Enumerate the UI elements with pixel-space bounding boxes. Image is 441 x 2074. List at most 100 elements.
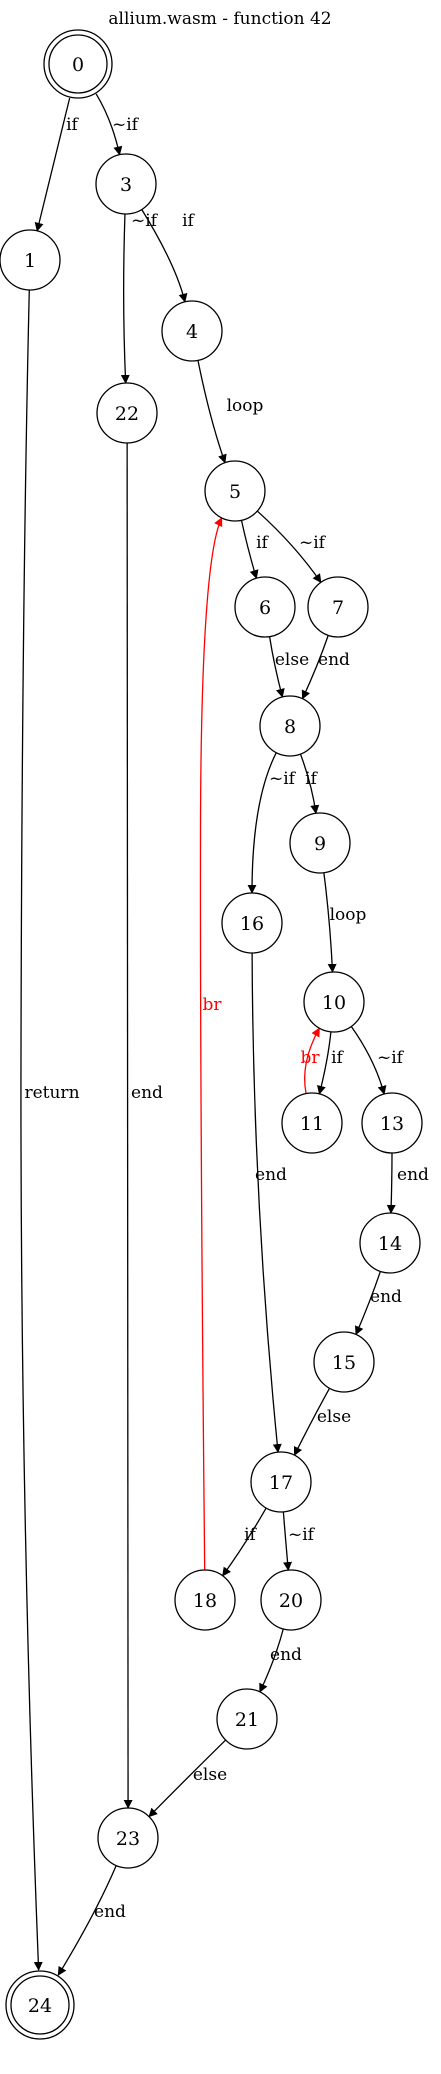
node-circle	[281, 1092, 343, 1154]
edge-4-5: loop	[197, 360, 264, 464]
edge-label: loop	[227, 396, 264, 416]
node-label: 17	[269, 1472, 293, 1494]
node-circle	[359, 1212, 421, 1274]
edge-label: if	[331, 1048, 344, 1068]
edge-10-11: if	[317, 1031, 345, 1095]
edge-line	[199, 517, 223, 1571]
node-circle	[96, 382, 158, 444]
node-circle	[303, 971, 365, 1033]
edge-line	[141, 209, 188, 303]
edge-line	[120, 213, 130, 384]
edge-6-8: else	[268, 636, 309, 698]
edge-7-8: end	[301, 635, 350, 700]
edge-label: return	[24, 1083, 79, 1103]
edge-17-18: if	[222, 1507, 267, 1577]
edge-line	[256, 510, 322, 584]
edge-22-23: end	[123, 442, 163, 1809]
node-14: 14	[359, 1212, 421, 1274]
node-21: 21	[216, 1688, 278, 1750]
edge-label: if	[182, 211, 195, 231]
node-label: 24	[28, 1995, 52, 2017]
edge-line	[301, 635, 329, 700]
node-9: 9	[289, 812, 351, 874]
edge-line	[355, 1271, 381, 1336]
edge-5-6: if	[240, 520, 270, 580]
node-circle	[260, 1569, 322, 1631]
node-circle	[204, 460, 266, 522]
edge-label: if	[305, 769, 318, 789]
node-circle	[221, 892, 283, 954]
node-24: 24	[5, 1970, 75, 2040]
edge-line	[247, 752, 277, 894]
node-7: 7	[307, 576, 369, 638]
edge-10-13: ~if	[350, 1026, 405, 1095]
edge-16-17: end	[251, 952, 287, 1454]
node-label: 13	[380, 1113, 404, 1135]
edge-8-9: if	[299, 753, 320, 815]
edge-label: end	[255, 1165, 287, 1185]
edge-line	[350, 1026, 387, 1095]
node-circle	[0, 229, 61, 291]
graph-title: allium.wasm - function 42	[108, 9, 331, 29]
node-label: 14	[378, 1233, 402, 1255]
edge-label: end	[131, 1083, 163, 1103]
node-label: 11	[300, 1113, 324, 1135]
edge-label: end	[370, 1287, 402, 1307]
node-label: 8	[284, 716, 296, 738]
edge-label: else	[317, 1407, 351, 1427]
edge-label: ~if	[288, 1525, 316, 1545]
node-1: 1	[0, 229, 61, 291]
node-label: 0	[72, 54, 84, 76]
node-15: 15	[313, 1331, 375, 1393]
edge-21-23: else	[148, 1739, 227, 1818]
node-10: 10	[303, 971, 365, 1033]
node-label: 7	[332, 597, 344, 619]
node-label: 16	[240, 913, 264, 935]
edge-label: end	[318, 650, 350, 670]
edge-line	[34, 97, 71, 232]
edge-line	[282, 1511, 293, 1572]
node-label: 10	[322, 992, 346, 1014]
node-label: 23	[116, 1828, 140, 1850]
edge-label: end	[94, 1902, 126, 1922]
node-circle	[313, 1331, 375, 1393]
edge-label: else	[275, 650, 309, 670]
edge-5-7: ~if	[256, 510, 327, 584]
edge-line	[317, 1031, 332, 1095]
edge-label: end	[270, 1645, 302, 1665]
node-11: 11	[281, 1092, 343, 1154]
edge-label: if	[256, 533, 269, 553]
edge-label: br	[202, 995, 222, 1015]
node-circle	[161, 300, 223, 362]
edge-line	[268, 636, 285, 698]
node-label: 20	[279, 1590, 303, 1612]
node-circle	[307, 576, 369, 638]
edge-18-5: br	[199, 517, 223, 1571]
edge-14-15: end	[355, 1271, 402, 1336]
edge-label: if	[66, 115, 79, 135]
edge-9-10: loop	[323, 872, 367, 973]
edge-3-4: if	[141, 209, 196, 303]
edge-line	[299, 753, 320, 815]
edge-line	[386, 1152, 396, 1214]
edge-label: ~if	[299, 533, 327, 553]
edge-label: ~if	[112, 115, 140, 135]
node-circle	[10, 1975, 70, 2035]
node-circle	[95, 153, 157, 215]
edge-label: if	[244, 1525, 257, 1545]
edge-label: br	[300, 1048, 320, 1068]
edge-line	[323, 872, 337, 973]
edge-0-1: if	[34, 97, 80, 232]
edge-line	[259, 1628, 284, 1693]
node-23: 23	[97, 1807, 159, 1869]
edge-0-3: ~if	[95, 93, 140, 156]
edge-line	[251, 952, 282, 1454]
node-16: 16	[221, 892, 283, 954]
edge-label: end	[397, 1165, 429, 1185]
node-label: 15	[332, 1352, 356, 1374]
node-0: 0	[43, 29, 113, 99]
edge-8-16: ~if	[247, 752, 297, 894]
node-circle	[259, 695, 321, 757]
node-18: 18	[174, 1569, 236, 1631]
